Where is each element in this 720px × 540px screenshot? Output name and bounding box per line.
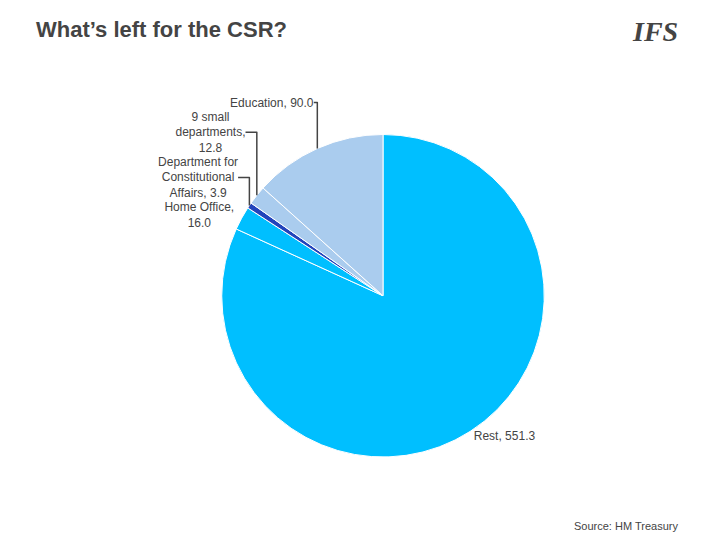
svg-text:Rest, 551.3: Rest, 551.3	[474, 429, 536, 443]
svg-text:Department forConstitutionalAf: Department forConstitutionalAffairs, 3.9	[158, 155, 238, 200]
svg-text:What’s left for the CSR?: What’s left for the CSR?	[36, 17, 287, 42]
svg-text:Home Office,16.0: Home Office,16.0	[164, 200, 234, 230]
svg-text:IFS: IFS	[632, 16, 678, 47]
svg-text:Source: HM Treasury: Source: HM Treasury	[574, 520, 678, 532]
svg-text:9 smalldepartments,12.8: 9 smalldepartments,12.8	[175, 110, 245, 155]
svg-text:Education, 90.0: Education, 90.0	[230, 96, 314, 110]
